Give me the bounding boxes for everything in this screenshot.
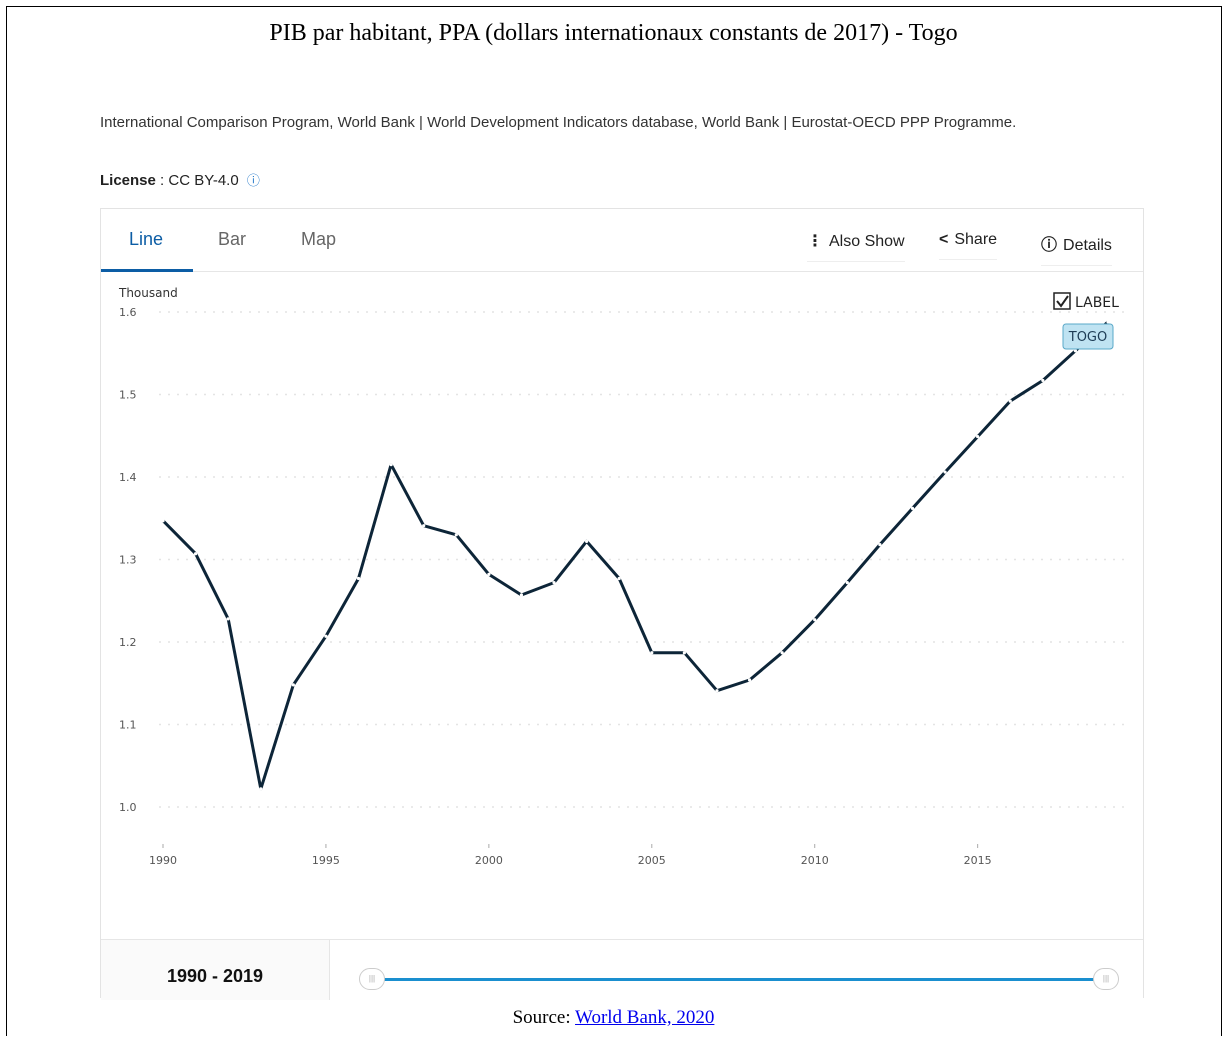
x-tick-label: 2000 xyxy=(475,854,503,867)
data-point xyxy=(910,506,915,510)
label-toggle[interactable]: LABEL xyxy=(1053,292,1119,311)
source-description: International Comparison Program, World … xyxy=(100,114,1017,131)
data-point xyxy=(878,543,882,547)
info-icon[interactable]: ⓘ xyxy=(246,173,260,188)
data-point xyxy=(682,651,686,655)
data-point xyxy=(845,581,849,585)
check-icon xyxy=(1056,295,1069,308)
series-label-text: TOGO xyxy=(1068,330,1107,345)
x-tick-label: 2010 xyxy=(801,854,829,867)
y-tick-label: 1.1 xyxy=(119,719,137,732)
data-point xyxy=(422,524,426,528)
source-link[interactable]: World Bank, 2020 xyxy=(575,1007,715,1028)
share-label: Share xyxy=(954,231,998,248)
range-bar: 1990 - 2019 ||| ||| xyxy=(101,939,1143,1000)
page-frame xyxy=(6,6,1222,1036)
x-tick-label: 1990 xyxy=(149,854,177,867)
data-point xyxy=(356,576,361,581)
data-point xyxy=(1041,378,1045,383)
grid-lines xyxy=(159,311,1126,808)
data-points xyxy=(161,320,1110,791)
tab-bar-chart[interactable]: Bar xyxy=(218,229,247,249)
tab-map[interactable]: Map xyxy=(301,229,337,249)
data-point xyxy=(585,539,589,543)
also-show-label: Also Show xyxy=(829,233,905,250)
y-tick-label: 1.4 xyxy=(119,471,137,484)
range-end-handle[interactable]: ||| xyxy=(1093,968,1119,990)
x-axis-ticks: 1990 1995 2000 2005 2010 2015 xyxy=(149,844,992,867)
line-chart: Thousand 1.6 1.5 1.4 1.3 1.2 1.1 1.0 1990 1995 2… xyxy=(118,286,1126,867)
data-point xyxy=(519,593,524,597)
data-point xyxy=(454,533,458,537)
data-point xyxy=(747,678,752,682)
data-point xyxy=(976,434,980,439)
y-axis-ticks: 1.6 1.5 1.4 1.3 1.2 1.1 1.0 xyxy=(119,306,137,814)
license-line: License : CC BY-4.0 ⓘ xyxy=(100,170,260,189)
y-tick-label: 1.5 xyxy=(119,389,137,402)
data-point xyxy=(1008,399,1012,403)
x-tick-label: 2005 xyxy=(638,854,666,867)
license-label: License xyxy=(100,172,156,189)
series-label-box xyxy=(1062,323,1114,350)
series-label-togo: TOGO xyxy=(1062,323,1114,350)
x-tick-label: 2015 xyxy=(964,854,992,867)
chart-widget: Line Bar Map ⋮ Also Show < Share ⓘ Details … xyxy=(100,208,1144,1000)
data-point xyxy=(259,787,263,791)
tab-bar: Line Bar Map ⋮ Also Show < Share ⓘ Details xyxy=(101,209,1143,272)
y-tick-label: 1.3 xyxy=(119,554,137,567)
data-point xyxy=(1073,349,1078,353)
data-point xyxy=(226,617,230,621)
also-show-button[interactable]: ⋮ Also Show xyxy=(807,231,905,262)
y-tick-label: 1.2 xyxy=(119,636,137,649)
data-point xyxy=(487,572,491,576)
details-button[interactable]: ⓘ Details xyxy=(1041,231,1112,266)
source-footer: Source: World Bank, 2020 xyxy=(0,1007,1227,1029)
data-point xyxy=(813,618,817,622)
data-point xyxy=(650,651,654,655)
data-point xyxy=(324,634,328,638)
label-checkbox[interactable] xyxy=(1053,292,1071,310)
tab-line[interactable]: Line xyxy=(129,229,164,249)
license-value: : CC BY-4.0 xyxy=(160,172,239,189)
data-point xyxy=(943,470,947,474)
data-point xyxy=(1106,320,1110,324)
data-point xyxy=(161,519,165,523)
unit-label: Thousand xyxy=(118,286,178,300)
range-slider-track[interactable] xyxy=(381,978,1103,981)
range-start-handle[interactable]: ||| xyxy=(359,968,385,990)
data-point xyxy=(617,576,621,581)
more-vertical-icon: ⋮ xyxy=(807,233,823,250)
details-label: Details xyxy=(1063,237,1112,254)
share-button[interactable]: < Share xyxy=(939,231,998,260)
data-point xyxy=(389,463,393,467)
info-circle-icon: ⓘ xyxy=(1041,237,1058,254)
year-range-label: 1990 - 2019 xyxy=(101,940,330,1000)
y-tick-label: 1.0 xyxy=(119,801,137,814)
label-toggle-text: LABEL xyxy=(1075,295,1119,311)
data-point xyxy=(291,683,295,687)
x-tick-label: 1995 xyxy=(312,854,340,867)
y-tick-label: 1.6 xyxy=(119,306,137,319)
data-point xyxy=(552,581,556,585)
data-point xyxy=(780,651,784,655)
source-footer-prefix: Source: xyxy=(512,1007,576,1028)
share-icon: < xyxy=(939,231,949,248)
active-tab-indicator xyxy=(101,269,193,272)
series-line-togo xyxy=(161,320,1109,791)
page-title: PIB par habitant, PPA (dollars internati… xyxy=(269,20,958,46)
data-point xyxy=(193,552,198,556)
data-point xyxy=(715,689,719,693)
